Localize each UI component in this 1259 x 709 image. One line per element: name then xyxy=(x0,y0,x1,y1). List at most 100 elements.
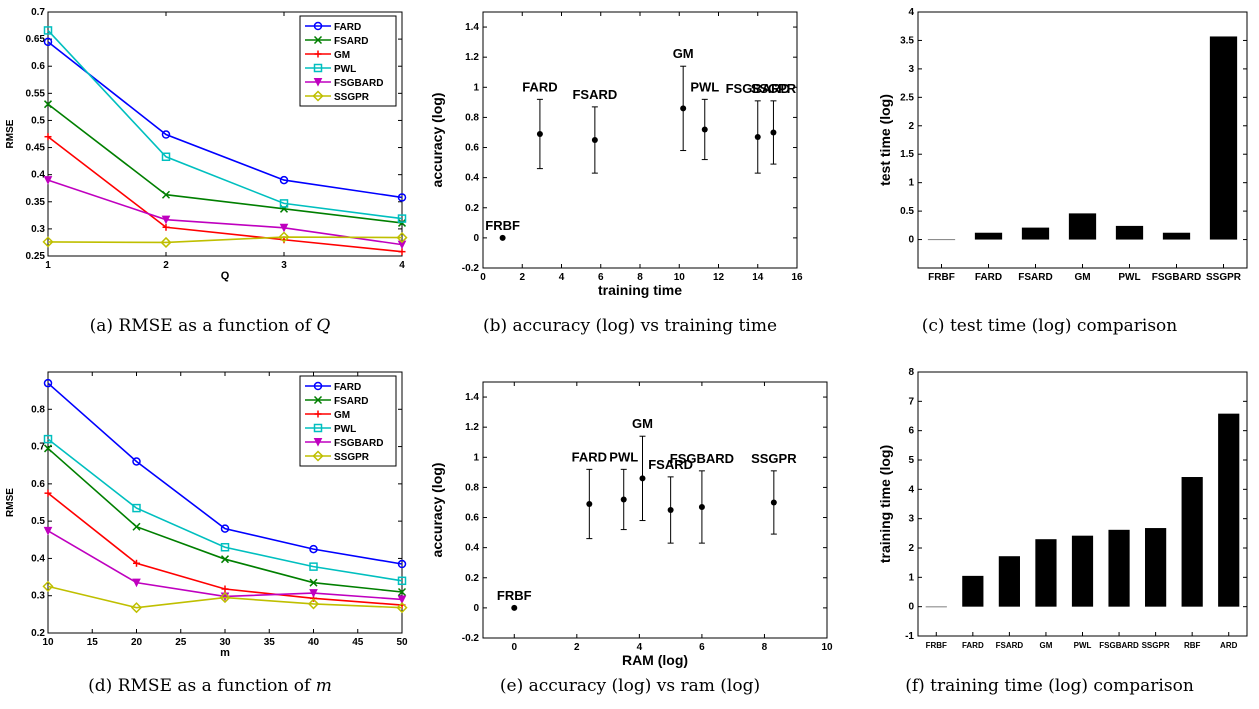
point-fsard: FSARD xyxy=(648,457,693,544)
y-tick-label: 6 xyxy=(908,426,914,437)
point-label: FSGBARD xyxy=(670,451,734,466)
marker-square xyxy=(397,576,407,586)
series-fsard xyxy=(43,444,407,597)
caption-f-text: (f) training time (log) comparison xyxy=(905,676,1194,696)
data-point xyxy=(667,507,674,513)
caption-d: (d) RMSE as a function of m xyxy=(0,676,420,696)
y-tick-label: 0.7 xyxy=(31,7,45,18)
y-tick-label: 0.8 xyxy=(465,482,479,493)
plot-frame-e xyxy=(482,381,828,639)
y-tick-label: 4 xyxy=(908,484,914,495)
series-line-pwl xyxy=(47,29,403,220)
point-label: FSARD xyxy=(572,87,617,102)
marker-diamond xyxy=(42,580,54,592)
marker-circle xyxy=(43,37,53,47)
data-point xyxy=(511,604,518,611)
y-tick-label: 2 xyxy=(908,543,914,554)
y-tick-label: 1 xyxy=(473,452,479,463)
legend-label: PWL xyxy=(334,64,356,75)
y-tick-label: 3 xyxy=(908,514,914,525)
data-point xyxy=(536,130,543,137)
legend-label: FARD xyxy=(334,22,361,33)
y-tick-label: -0.2 xyxy=(462,633,480,644)
caption-e: (e) accuracy (log) vs ram (log) xyxy=(420,676,840,696)
chart-f-svg: -1 0 1 2 3 4 5 6 7 8 FRBF FARD FSARD GM PWL FSGBARD SSGP… xyxy=(877,367,1248,650)
bar-fard xyxy=(962,575,984,607)
bar-fard xyxy=(974,232,1003,240)
x-tick-label: 0 xyxy=(511,642,517,653)
marker-circle xyxy=(397,559,407,569)
y-tick-label: 0.6 xyxy=(465,513,479,524)
point-label: FSARD xyxy=(648,457,693,472)
caption-f: (f) training time (log) comparison xyxy=(840,676,1259,696)
bar-ssgpr xyxy=(1209,36,1238,240)
caption-b-text: (b) accuracy (log) vs training time xyxy=(482,316,778,336)
point-label: GM xyxy=(673,46,694,61)
x-tick-label: ARD xyxy=(1220,641,1238,650)
point-label: FARD xyxy=(522,79,557,94)
y-tick-label: 3 xyxy=(908,64,914,75)
x-tick-label: 2 xyxy=(163,260,169,271)
marker-triangle xyxy=(309,589,318,598)
y-tick-label: 0.5 xyxy=(31,115,45,126)
chart-e-svg: -0.2 0 0.2 0.4 0.6 0.8 1 1.2 1.4 0 2 4 6 8 10 RAM (log)… xyxy=(429,381,833,668)
marker-x xyxy=(313,35,323,45)
y-tick-label: 1.5 xyxy=(900,149,914,160)
x-tick-label: 10 xyxy=(42,637,54,648)
y-tick-label: 1.2 xyxy=(465,422,479,433)
marker-circle xyxy=(313,21,323,31)
y-tick-label: 0 xyxy=(473,233,479,244)
legend-label: GM xyxy=(334,410,350,421)
legend-label: FARD xyxy=(334,382,361,393)
x-tick-label: RBF xyxy=(1184,641,1201,650)
x-tick-label: 6 xyxy=(598,272,604,283)
point-label: PWL xyxy=(609,449,638,464)
series-line-fard xyxy=(47,41,403,199)
marker-circle xyxy=(220,524,230,533)
bar-fsard xyxy=(1021,227,1050,240)
series-fard xyxy=(43,378,407,569)
marker-triangle xyxy=(313,438,323,447)
data-point xyxy=(639,475,646,482)
caption-d-var: m xyxy=(315,676,332,696)
y-tick-label: 0.65 xyxy=(26,34,46,45)
y-tick-label: 0.4 xyxy=(465,543,479,554)
series-ssgpr xyxy=(42,580,408,614)
y-tick-label: 0.6 xyxy=(31,479,45,490)
chart-panel-e: -0.2 0 0.2 0.4 0.6 0.8 1 1.2 1.4 0 2 4 6 8 10 RAM (log)… xyxy=(420,360,840,709)
y-axis-label: accuracy (log) xyxy=(429,463,445,558)
chart-panel-a: 0.25 0.3 0.35 0.4 0.45 0.5 0.55 0.6 0.65 0.7 1 2 3 4 Q… xyxy=(0,0,420,350)
marker-circle xyxy=(132,457,141,466)
bar-gm xyxy=(1035,539,1057,607)
marker-square xyxy=(132,503,141,513)
marker-square xyxy=(313,63,323,73)
marker-x xyxy=(43,444,53,453)
series-line-ssgpr xyxy=(47,585,403,609)
y-tick-label: 4 xyxy=(908,7,914,18)
series-fard xyxy=(43,37,407,202)
x-axis-label: Q xyxy=(221,270,230,282)
x-tick-label: 10 xyxy=(674,272,686,283)
y-tick-label: 1 xyxy=(908,178,914,189)
y-tick-label: 0.3 xyxy=(31,224,45,235)
y-tick-label: 0.6 xyxy=(465,143,479,154)
chart-panel-b: -0.2 0 0.2 0.4 0.6 0.8 1 1.2 1.4 0 2 4 6 8 10 12 14 16 tra… xyxy=(420,0,840,350)
marker-square xyxy=(220,542,230,552)
y-tick-label: 0.35 xyxy=(26,197,46,208)
marker-circle xyxy=(313,381,323,391)
y-tick-label: 1.4 xyxy=(465,22,479,33)
point-label: FARD xyxy=(572,449,607,464)
legend-label: FSGBARD xyxy=(334,78,383,89)
marker-circle xyxy=(43,378,53,388)
data-point xyxy=(701,126,708,133)
legend: FARD FSARD GM PWL FSGBARD SSGPR xyxy=(299,375,397,467)
x-tick-label: 15 xyxy=(87,637,99,648)
series-line-fard xyxy=(47,382,403,565)
bar-gm xyxy=(1068,213,1097,240)
bar-ard xyxy=(1218,413,1240,607)
x-axis-label: m xyxy=(220,647,230,659)
chart-c-svg: 0 0.5 1 1.5 2 2.5 3 3.5 4 FRBF FARD FSARD GM PWL FSGBA… xyxy=(877,7,1248,283)
x-tick-label: SSGPR xyxy=(1142,641,1170,650)
legend-label: SSGPR xyxy=(334,452,370,463)
x-tick-label: 45 xyxy=(352,637,364,648)
